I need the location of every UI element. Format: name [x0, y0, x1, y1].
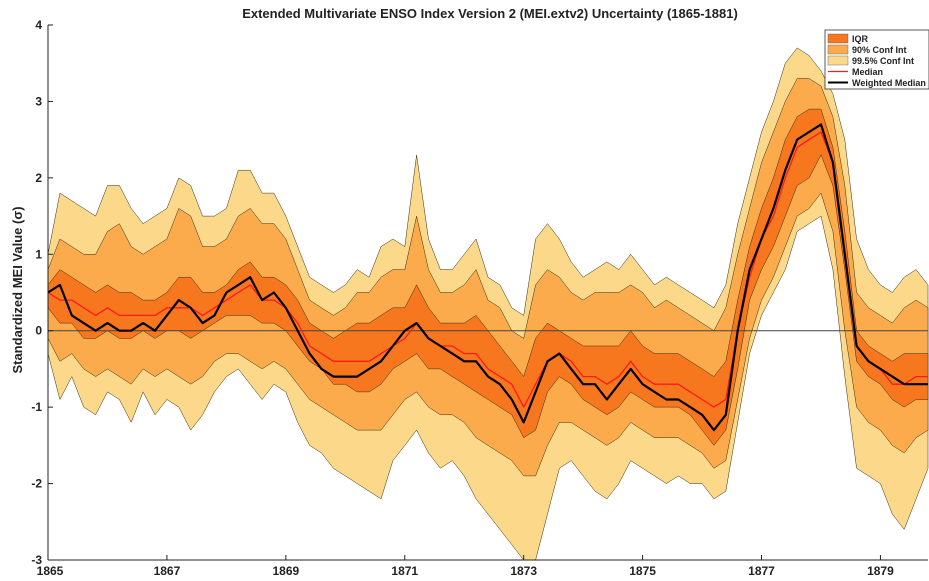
- y-tick-label: 2: [35, 171, 42, 185]
- x-tick-label: 1875: [629, 564, 656, 578]
- y-tick-label: -1: [31, 400, 42, 414]
- chart-title: Extended Multivariate ENSO Index Version…: [242, 6, 738, 21]
- y-tick-label: -2: [31, 477, 42, 491]
- y-tick-label: 1: [35, 247, 42, 261]
- x-tick-label: 1869: [272, 564, 299, 578]
- y-tick-label: -3: [31, 553, 42, 567]
- legend-swatch-90-conf-int: [827, 44, 849, 55]
- x-tick-label: 1873: [510, 564, 537, 578]
- y-tick-label: 0: [35, 324, 42, 338]
- y-axis-label: Standardized MEI Value (σ): [10, 206, 25, 373]
- legend-label-90-conf-int: 90% Conf Int: [852, 45, 907, 55]
- legend-label-99-5-conf-int: 99.5% Conf Int: [852, 56, 914, 66]
- uncertainty-bands: [47, 47, 929, 561]
- x-tick-label: 1877: [748, 564, 775, 578]
- line-median: [47, 131, 928, 408]
- legend-swatch-iqr: [827, 33, 849, 44]
- legend-swatch-99-5-conf-int: [827, 55, 849, 66]
- x-tick-label: 1867: [154, 564, 181, 578]
- line-weighted-median: [47, 123, 928, 432]
- median-lines: [47, 123, 928, 432]
- x-tick-label: 1879: [867, 564, 894, 578]
- axes: -3 -2 -1 0 1 2 3 4 1865 1867 1869 1871 1873 1875 1877 1…: [31, 18, 928, 578]
- x-tick-label: 1871: [391, 564, 418, 578]
- x-tick-label: 1865: [37, 564, 64, 578]
- y-tick-label: 4: [35, 18, 42, 32]
- legend-label-weighted-median: Weighted Median: [852, 78, 926, 88]
- y-tick-label: 3: [35, 94, 42, 108]
- legend-label-iqr: IQR: [852, 34, 869, 44]
- legend-label-median: Median: [852, 67, 883, 77]
